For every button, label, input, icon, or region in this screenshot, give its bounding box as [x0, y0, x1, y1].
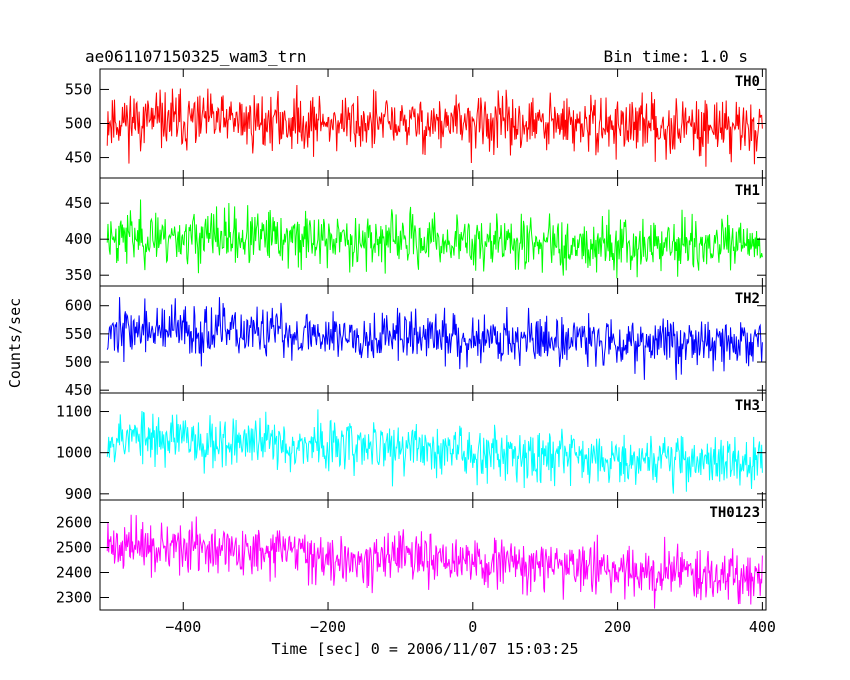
y-tick-label: 550	[65, 325, 92, 343]
y-tick-label: 550	[65, 80, 92, 98]
series-line-th3	[106, 409, 763, 494]
y-tick-label: 450	[65, 194, 92, 212]
panel-th1: 350 400 450 TH1	[65, 177, 767, 287]
x-tick-label: 400	[749, 618, 776, 636]
y-tick-label: 900	[65, 485, 92, 503]
panel-label: TH0123	[709, 505, 760, 521]
y-axis-label: Counts/sec	[6, 298, 24, 388]
series-line-th1	[106, 199, 763, 279]
panel-frame	[99, 499, 767, 611]
y-tick-label: 2500	[56, 539, 92, 557]
y-tick-label: 600	[65, 297, 92, 315]
panel-th0: 450 500 550 TH0	[65, 68, 767, 179]
y-tick-label: 350	[65, 266, 92, 284]
panels: 450 500 550 TH0 350 400 450 TH1 450 500 550 600 TH2 9…	[56, 68, 767, 611]
x-tick-label: 0	[468, 618, 477, 636]
y-tick-label: 1100	[56, 403, 92, 421]
y-tick-label: 2300	[56, 589, 92, 607]
chart-title: ae061107150325_wam3_trn	[85, 47, 307, 66]
y-tick-label: 2600	[56, 514, 92, 532]
panel-th3: 900 1000 1100 TH3	[56, 392, 767, 503]
series-line-th2	[106, 297, 763, 380]
panel-th2: 450 500 550 600 TH2	[65, 285, 767, 399]
y-tick-label: 500	[65, 353, 92, 371]
x-tick-label: 200	[604, 618, 631, 636]
panel-label: TH1	[735, 183, 760, 199]
bin-time-label: Bin time: 1.0 s	[604, 47, 749, 66]
panel-label: TH2	[735, 291, 760, 307]
y-tick-label: 500	[65, 115, 92, 133]
series-line-th0123	[106, 514, 763, 609]
x-axis: −400 −200 0 200 400	[165, 618, 776, 636]
x-tick-label: −400	[165, 618, 201, 636]
y-tick-label: 2400	[56, 564, 92, 582]
x-axis-label: Time [sec] 0 = 2006/11/07 15:03:25	[271, 640, 578, 658]
panel-th0123: 2300 2400 2500 2600 TH0123	[56, 499, 767, 611]
y-tick-label: 400	[65, 230, 92, 248]
panel-label: TH3	[735, 398, 760, 414]
y-tick-label: 1000	[56, 444, 92, 462]
x-tick-label: −200	[310, 618, 346, 636]
series-line-th0	[106, 84, 763, 167]
y-tick-label: 450	[65, 149, 92, 167]
panel-label: TH0	[735, 74, 760, 90]
y-tick-label: 450	[65, 381, 92, 399]
